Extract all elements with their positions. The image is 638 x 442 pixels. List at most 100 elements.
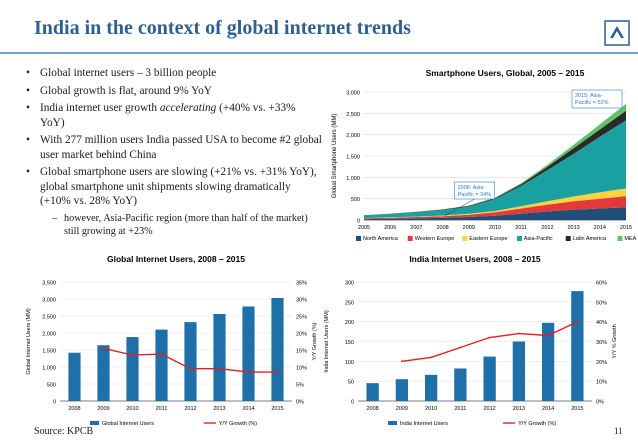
- legend-swatch: [407, 236, 413, 241]
- growth-point: [488, 336, 491, 339]
- y-tick-label: 3,000: [42, 298, 56, 304]
- growth-point: [547, 334, 550, 337]
- x-tick-label: 2009: [463, 225, 475, 231]
- bullet-item: • With 277 million users India passed USA…: [22, 133, 322, 162]
- x-tick-label: 2015: [571, 406, 583, 412]
- bar: [155, 329, 168, 401]
- legend-label: Y/Y Growth (%): [219, 421, 257, 427]
- growth-point: [160, 353, 163, 355]
- y-tick-label: 100: [345, 360, 354, 366]
- x-tick-label: 2014: [242, 406, 254, 412]
- growth-point: [517, 332, 520, 335]
- bullet-icon: •: [26, 134, 30, 146]
- growth-point: [247, 371, 250, 373]
- y-tick-label: 250: [345, 300, 354, 306]
- y2-tick-label: 25%: [296, 315, 307, 321]
- bar: [68, 352, 81, 401]
- y-tick-label: 3,000: [346, 91, 360, 97]
- bullet-item: • India internet user growth accelerating…: [22, 101, 322, 130]
- y-tick-label: 150: [345, 340, 354, 346]
- chart-title: India Internet Users, 2008 – 2015: [409, 254, 541, 264]
- india-internet-users-chart: India Internet Users, 2008 – 2015 0 50 100 1…: [324, 254, 618, 427]
- annotation-text: 2008: Asia-: [458, 185, 486, 191]
- legend-label: Eastern Europe: [469, 236, 507, 242]
- bullet-text-post: (+40% vs. +33% YoY): [40, 102, 296, 129]
- bullet-list: • Global internet users – 3 billion peopl…: [22, 66, 322, 241]
- y-tick-label: 2,500: [42, 315, 56, 321]
- x-tick-label: 2011: [156, 406, 168, 412]
- bar: [271, 297, 284, 401]
- bullet-text: Global growth is flat, around 9% YoY: [40, 84, 212, 97]
- x-tick-label: 2008: [367, 406, 379, 412]
- bullet-text-pre: India internet user growth: [40, 102, 160, 114]
- x-tick-label: 2007: [410, 225, 422, 231]
- legend-label: Western Europe: [415, 236, 455, 242]
- bar: [395, 379, 409, 401]
- page-title: India in the context of global internet …: [34, 17, 411, 39]
- legend-swatch: [90, 421, 99, 425]
- legend-label: Y/Y Growth (%): [518, 421, 556, 427]
- x-tick-label: 2008: [436, 225, 448, 231]
- x-tick-label: 2015: [620, 225, 632, 231]
- y2-tick-label: 30%: [596, 340, 607, 346]
- legend-label: North America: [363, 236, 399, 242]
- annotation-text: 2015: Asia-: [575, 93, 603, 99]
- y2-tick-label: 60%: [596, 281, 607, 287]
- y-axis-label: India Internet Users (MM): [324, 310, 330, 373]
- growth-point: [430, 356, 433, 359]
- chart-title: Global Internet Users, 2008 – 2015: [107, 254, 245, 264]
- y-tick-label: 2,000: [42, 332, 56, 338]
- growth-point: [218, 367, 221, 370]
- x-tick-label: 2011: [454, 406, 466, 412]
- annotation-text: Pacific = 52%: [575, 100, 609, 106]
- x-tick-label: 2006: [384, 225, 396, 231]
- bar: [483, 356, 496, 401]
- bar: [184, 322, 197, 401]
- dash-icon: –: [52, 212, 58, 224]
- legend-swatch: [388, 421, 397, 425]
- bullet-item: • Global internet users – 3 billion peopl…: [22, 66, 322, 81]
- x-tick-label: 2010: [126, 406, 138, 412]
- legend-swatch: [462, 236, 468, 241]
- y2-axis-label: Y/Y Growth (%): [312, 322, 318, 360]
- y-tick-label: 3,500: [42, 281, 56, 287]
- bar: [213, 313, 226, 401]
- annotation-box: [571, 89, 623, 109]
- x-tick-label: 2010: [425, 406, 437, 412]
- chart-title: Smartphone Users, Global, 2005 – 2015: [426, 68, 585, 78]
- bullet-item: • Global smartphone users are slowing (+2…: [22, 165, 322, 209]
- y-tick-label: 0: [53, 400, 56, 406]
- y2-tick-label: 35%: [296, 281, 307, 287]
- legend-swatch: [565, 236, 571, 241]
- bullet-text: Global internet users – 3 billion people: [40, 67, 217, 79]
- area-series-north-america: [364, 207, 626, 220]
- bar: [424, 374, 438, 401]
- y2-axis-label: Y/Y % Growth: [612, 324, 618, 358]
- bar: [571, 291, 584, 401]
- global-internet-users-chart: Global Internet Users, 2008 – 2015 0 500 1,…: [26, 254, 318, 427]
- page-number: 11: [614, 426, 623, 436]
- bar: [512, 341, 526, 401]
- growth-point: [459, 346, 462, 349]
- bar: [97, 345, 110, 401]
- y-tick-label: 1,500: [42, 349, 56, 355]
- y-tick-label: 0: [351, 400, 354, 406]
- x-tick-label: 2005: [358, 225, 370, 231]
- y-tick-label: 2,500: [346, 112, 360, 118]
- legend-label: Latin America: [573, 236, 607, 242]
- x-tick-label: 2009: [396, 406, 408, 412]
- annotation-pointer: [444, 198, 475, 217]
- bar: [366, 383, 379, 401]
- bar: [242, 306, 255, 401]
- title-divider: [0, 52, 638, 54]
- bar: [126, 337, 139, 401]
- sub-bullet-text: however, Asia-Pacific region (more than …: [64, 212, 308, 237]
- legend-label: Asia-Pacific: [524, 236, 553, 242]
- x-tick-label: 2012: [184, 406, 196, 412]
- legend-label: MEA: [624, 236, 636, 242]
- area-series-asia-pacific: [364, 120, 626, 219]
- y-tick-label: 0: [357, 219, 360, 225]
- y-tick-label: 200: [345, 320, 354, 326]
- x-tick-label: 2013: [513, 406, 525, 412]
- bullet-icon: •: [26, 84, 30, 97]
